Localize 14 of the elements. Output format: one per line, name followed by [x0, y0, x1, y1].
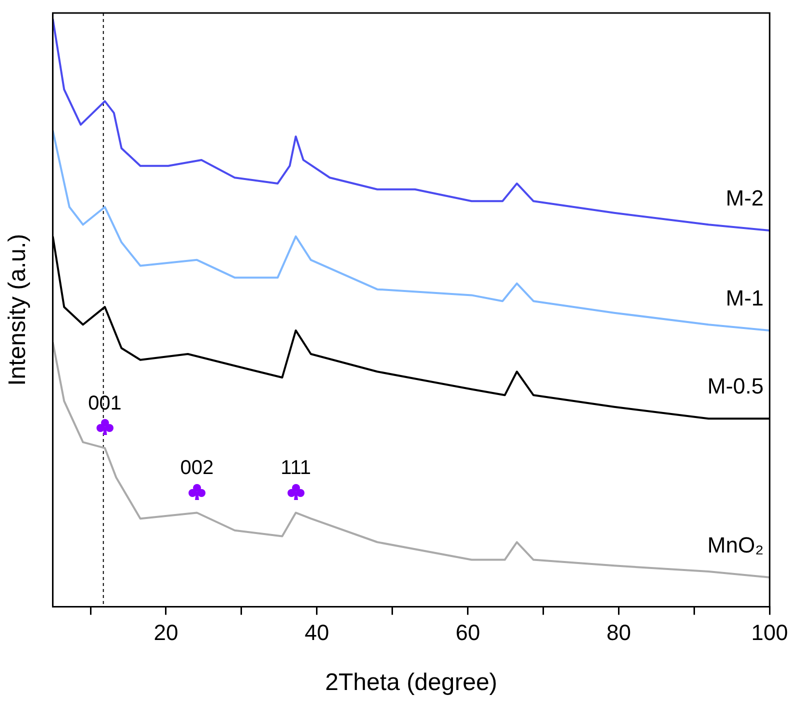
series-label: M-1 [726, 286, 764, 311]
series-label: M-2 [726, 186, 764, 211]
x-tick-label: 60 [456, 620, 480, 646]
annotation: 002 [180, 457, 214, 480]
annotation: 111 [280, 457, 311, 480]
series-label: MnO₂ [707, 532, 764, 558]
x-tick-label: 100 [751, 620, 788, 646]
y-axis-title: Intensity (a.u.) [4, 234, 32, 386]
x-tick-label: 40 [304, 620, 330, 646]
series-label: M-0.5 [707, 374, 764, 399]
x-tick-label: 20 [154, 620, 178, 646]
annotation: 001 [88, 392, 122, 415]
x-tick-label: 80 [606, 620, 631, 646]
x-axis-title: 2Theta (degree) [325, 669, 498, 696]
